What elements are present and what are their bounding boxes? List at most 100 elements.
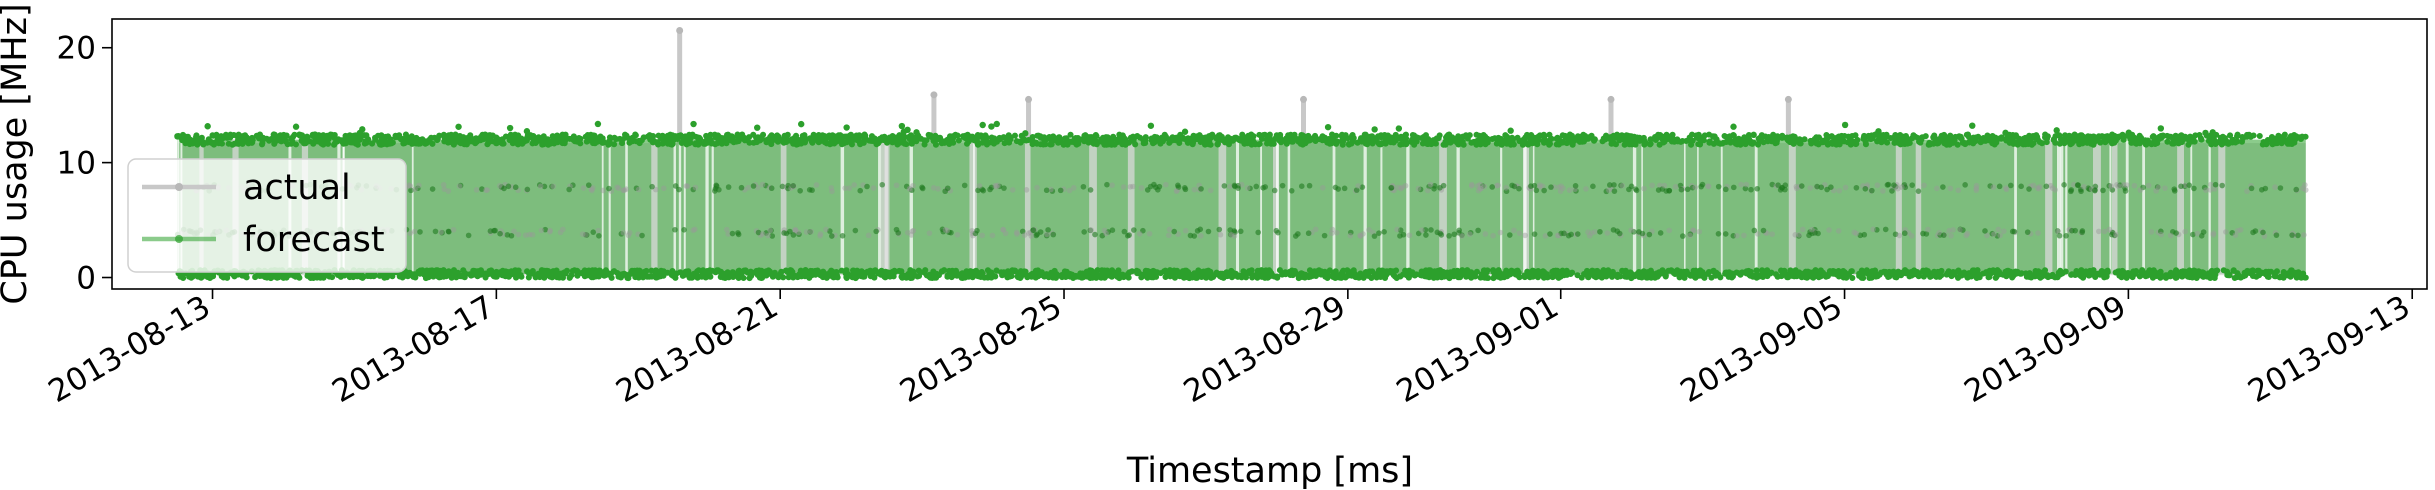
actual-point: [1138, 185, 1145, 191]
actual-point: [1163, 181, 1169, 188]
forecast-gap: [2208, 139, 2211, 275]
forecast-point: [1923, 231, 1930, 237]
actual-point: [1475, 187, 1482, 194]
forecast-point: [1989, 230, 1996, 237]
forecast-point: [408, 187, 414, 194]
forecast-point: [2178, 183, 2184, 190]
forecast-point: [1227, 227, 1234, 233]
forecast-point: [1561, 230, 1567, 237]
forecast-point: [1853, 184, 1860, 191]
actual-point: [412, 186, 418, 193]
actual-point: [893, 182, 900, 189]
forecast-point: [1253, 183, 1260, 190]
forecast-gap: [1406, 139, 1410, 275]
actual-point: [1628, 227, 1634, 234]
forecast-point: [2258, 187, 2265, 193]
actual-point: [1066, 187, 1073, 194]
actual-point: [1835, 228, 1842, 234]
forecast-point: [583, 232, 590, 238]
forecast-point: [1775, 182, 1781, 188]
forecast-point: [1479, 183, 1486, 189]
forecast-point: [1279, 182, 1286, 189]
legend-forecast-marker: [175, 235, 183, 243]
forecast-point: [1828, 184, 1834, 191]
forecast-gap: [651, 139, 658, 275]
forecast-gap: [1720, 139, 1723, 275]
actual-point: [870, 185, 877, 191]
actual-point: [1964, 230, 1971, 237]
forecast-point: [676, 186, 682, 193]
forecast-point: [524, 186, 531, 193]
actual-point: [1899, 184, 1905, 190]
actual-point: [1182, 227, 1189, 234]
actual-point: [935, 186, 941, 192]
forecast-point: [1171, 228, 1178, 235]
actual-point: [1955, 187, 1962, 194]
actual-point: [1957, 226, 1963, 233]
forecast-point: [1456, 227, 1463, 234]
actual-point: [1537, 182, 1543, 188]
forecast-point: [1151, 181, 1157, 188]
actual-point: [2158, 231, 2164, 238]
forecast-point: [1889, 188, 1895, 194]
forecast-point: [1996, 183, 2003, 190]
forecast-point: [1679, 233, 1686, 239]
actual-point: [723, 226, 730, 233]
actual-point: [683, 183, 690, 189]
actual-point: [765, 232, 771, 239]
actual-point: [623, 186, 630, 192]
forecast-point: [1754, 185, 1761, 192]
forecast-point: [1292, 233, 1299, 239]
forecast-point: [944, 185, 951, 192]
forecast-outlier-point: [798, 120, 805, 128]
forecast-point: [879, 181, 886, 188]
forecast-point: [542, 226, 549, 233]
forecast-point: [946, 229, 952, 236]
forecast-point: [2018, 183, 2024, 190]
forecast-point: [1194, 228, 1201, 234]
actual-point: [817, 231, 824, 237]
actual-point: [993, 184, 1000, 190]
forecast-outlier-point: [690, 120, 697, 128]
forecast-point: [415, 185, 421, 192]
forecast-point: [729, 230, 736, 237]
forecast-point: [1205, 228, 1212, 235]
actual-point: [407, 230, 413, 237]
actual-point: [440, 181, 447, 188]
forecast-point: [2219, 182, 2225, 189]
forecast-point: [2260, 229, 2266, 236]
forecast-point: [2273, 232, 2280, 238]
forecast-outlier-point: [2053, 127, 2060, 134]
actual-point: [2210, 231, 2217, 238]
forecast-gap: [1218, 139, 1227, 275]
actual-point: [1826, 227, 1832, 233]
forecast-gap: [683, 139, 686, 275]
actual-point: [1459, 233, 1465, 239]
forecast-gap: [1380, 139, 1383, 275]
actual-point: [2153, 188, 2159, 194]
actual-point: [635, 186, 642, 193]
forecast-gap: [909, 139, 913, 275]
forecast-point: [1633, 187, 1640, 194]
actual-point: [2120, 181, 2127, 188]
forecast-outlier-point: [1750, 131, 1757, 139]
actual-point: [2137, 187, 2144, 193]
forecast-point: [649, 183, 655, 190]
actual-point: [1217, 231, 1224, 238]
forecast-point: [1306, 182, 1313, 189]
forecast-point: [1371, 233, 1378, 239]
actual-point: [1312, 226, 1319, 233]
actual-point: [1481, 183, 1488, 190]
forecast-gap: [2060, 139, 2064, 275]
forecast-point: [1428, 227, 1434, 233]
forecast-point: [1438, 232, 1445, 238]
forecast-point: [1397, 227, 1404, 234]
forecast-gap: [1275, 139, 1279, 275]
forecast-point: [1037, 229, 1044, 235]
forecast-outlier-point: [292, 123, 300, 130]
actual-point: [2234, 227, 2241, 234]
forecast-point: [2011, 228, 2018, 235]
actual-point: [1000, 227, 1007, 233]
actual-point: [2211, 186, 2218, 192]
forecast-point: [1715, 183, 1722, 190]
